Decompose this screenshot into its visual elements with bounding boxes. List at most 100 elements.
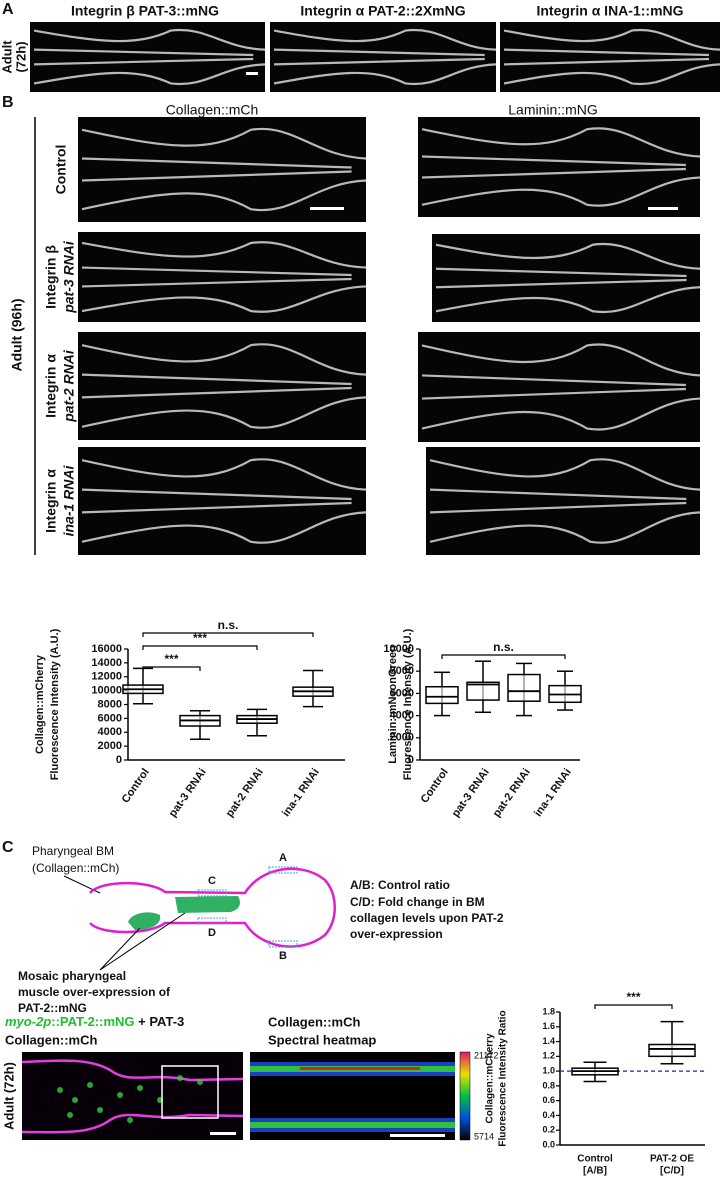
- diagram-label: muscle over-expression of: [18, 985, 171, 999]
- signal-spot: [117, 1092, 123, 1098]
- label: (72h): [13, 41, 28, 72]
- y-axis-label: Collagen::mCherry: [485, 1033, 496, 1123]
- measure-box: [197, 889, 227, 897]
- collagen-signal: [21, 1059, 244, 1134]
- y-tick-label: 10000: [383, 643, 414, 655]
- measure-box: [197, 917, 227, 925]
- micrograph: [426, 447, 700, 555]
- y-tick-label: 14000: [91, 657, 122, 669]
- y-tick-label: 10000: [91, 685, 122, 697]
- legend-text: A/B: Control ratio: [350, 878, 450, 892]
- panel-label: B: [2, 94, 14, 111]
- micrograph: [22, 1052, 243, 1140]
- mosaic-cell: [128, 912, 161, 930]
- y-tick-label: 12000: [91, 671, 122, 683]
- tissue: [435, 242, 701, 314]
- signal-spot: [197, 1079, 203, 1085]
- significance-label: ***: [164, 652, 178, 666]
- signal-spot: [72, 1097, 78, 1103]
- significance-label: n.s.: [218, 618, 239, 632]
- micrograph: [30, 22, 265, 92]
- significance-label: ***: [626, 990, 640, 1004]
- y-tick-label: 1.2: [542, 1051, 555, 1061]
- diagram-label: PAT-2::mNG: [18, 1001, 87, 1015]
- tissue: [81, 127, 367, 212]
- scale-bar: [648, 207, 678, 210]
- image-label-part: + PAT-3: [135, 1014, 185, 1029]
- row-label: pat-2 RNAi: [61, 349, 77, 423]
- signal-spot: [137, 1085, 143, 1091]
- image-label: Spectral heatmap: [268, 1032, 376, 1047]
- significance-bracket: [142, 645, 258, 650]
- scale-bar: [310, 207, 344, 210]
- y-tick-label: 4000: [98, 726, 122, 738]
- row-label: ina-1 RNAi: [61, 465, 77, 537]
- x-tick-label: PAT-2 OE: [650, 1154, 694, 1165]
- box: [507, 673, 541, 702]
- x-tick-label: [C/D]: [660, 1166, 684, 1177]
- x-tick-label: ina-1 RNAi: [532, 767, 574, 819]
- panel-label: C: [2, 839, 14, 856]
- y-tick-label: 16000: [91, 643, 122, 655]
- micrograph: [78, 332, 366, 440]
- y-tick-label: 0: [116, 754, 122, 766]
- y-axis-label: Fluorescence Intensity Ratio: [498, 1010, 509, 1146]
- legend-text: over-expression: [350, 927, 443, 941]
- heatmap-band: [300, 1067, 420, 1070]
- y-tick-label: 8000: [390, 665, 414, 677]
- box: [425, 685, 459, 705]
- tissue: [421, 127, 701, 207]
- colorbar: [459, 1051, 471, 1141]
- x-tick-label: Control: [577, 1154, 613, 1165]
- scale-bar: [246, 72, 258, 75]
- box: [648, 1043, 696, 1058]
- colorbar-label: 21172: [474, 1050, 498, 1060]
- label: Adult (72h): [1, 1062, 16, 1130]
- x-tick-label: Control: [419, 767, 451, 806]
- y-tick-label: 1.4: [542, 1036, 555, 1046]
- y-tick-label: 1.6: [542, 1021, 555, 1031]
- y-axis-label: Laminin::mNeonGreen: [387, 645, 399, 764]
- box: [466, 681, 500, 701]
- micrograph: [78, 117, 366, 222]
- legend-text: collagen levels upon PAT-2: [350, 911, 504, 925]
- y-axis-label: Collagen::mCherry: [34, 654, 46, 754]
- image-title: Integrin α PAT-2::2XmNG: [300, 3, 465, 19]
- x-tick-label: Control: [120, 767, 152, 806]
- x-tick-label: pat-3 RNAi: [450, 767, 492, 820]
- row-label: Integrin α: [43, 354, 59, 418]
- x-tick-label: ina-1 RNAi: [280, 767, 322, 819]
- micrograph: [418, 332, 700, 442]
- row-label: Integrin α: [43, 469, 59, 533]
- y-tick-label: 1.0: [542, 1065, 555, 1075]
- micrograph: [270, 22, 496, 92]
- y-tick-label: 0.8: [542, 1080, 555, 1090]
- signal-spot: [127, 1117, 133, 1123]
- tissue: [81, 458, 367, 544]
- image-label-part: ::PAT-2::mNG: [51, 1014, 134, 1029]
- x-tick-label: pat-2 RNAi: [224, 767, 266, 820]
- signal-spot: [177, 1075, 183, 1081]
- significance-bracket: [142, 666, 201, 671]
- row-label: pat-3 RNAi: [61, 240, 77, 314]
- micrograph: [432, 234, 700, 322]
- heatmap-band: [250, 1122, 455, 1128]
- tissue: [33, 28, 266, 86]
- image-label: Collagen::mCh: [5, 1032, 98, 1047]
- legend-text: C/D: Fold change in BM: [350, 895, 485, 909]
- pharynx-outline: [89, 867, 336, 948]
- signal-spot: [97, 1107, 103, 1113]
- y-tick-label: 4000: [390, 710, 414, 722]
- significance-bracket: [441, 654, 566, 659]
- y-tick-label: 2000: [390, 732, 414, 744]
- significance-label: n.s.: [493, 640, 514, 654]
- tissue: [503, 28, 721, 86]
- column-header: Collagen::mCh: [166, 102, 259, 118]
- significance-label: ***: [193, 631, 207, 645]
- y-tick-label: 0: [408, 754, 414, 766]
- tissue: [421, 343, 701, 431]
- box-label: D: [208, 927, 216, 939]
- image-label: Collagen::mCh: [268, 1014, 361, 1029]
- label: Adult: [0, 40, 14, 74]
- y-tick-label: 6000: [390, 687, 414, 699]
